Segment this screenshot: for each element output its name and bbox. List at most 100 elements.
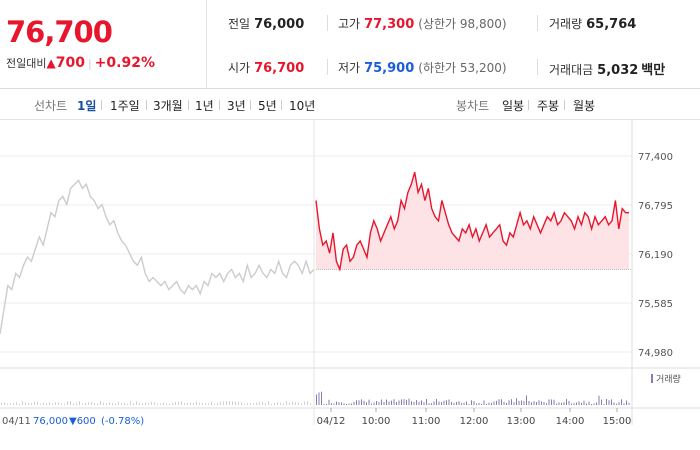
period-3y[interactable]: 3년 [227, 99, 246, 113]
volume-bar [438, 401, 440, 405]
volume-bar [10, 403, 11, 405]
volume-bar [196, 401, 197, 405]
volume-bar [190, 402, 191, 405]
volume-bar [178, 402, 179, 405]
volume-bar [518, 400, 520, 405]
volume-bar [286, 401, 287, 405]
volume-bar [583, 400, 585, 405]
x-tick-label: 14:00 [556, 416, 585, 427]
volume-bar [471, 400, 472, 405]
volume-bar [163, 402, 164, 405]
today-area-fill [316, 172, 629, 270]
open-value: 76,700 [254, 61, 305, 76]
volume-bar [94, 403, 95, 405]
volume-bar [521, 400, 522, 405]
price-summary: 76,700 전일대비▲700 | +0.92% [0, 0, 207, 88]
volume-bar [205, 403, 206, 405]
volume-bar [376, 401, 377, 405]
volume-bar [571, 403, 572, 405]
volume-bar [478, 402, 480, 405]
prev-day-date: 04/11 [2, 416, 31, 427]
x-tick-label: 11:00 [412, 416, 441, 427]
up-triangle-icon: ▲ [46, 56, 56, 70]
volume-bar [127, 403, 128, 405]
volume-bar [76, 402, 77, 405]
volume-bar [37, 402, 38, 405]
period-5y[interactable]: 5년 [258, 99, 277, 113]
volume-bar [433, 401, 435, 405]
volume-bar [358, 400, 360, 405]
volume-bar [307, 401, 308, 405]
volume-bar [551, 399, 552, 405]
volume-bar [403, 399, 405, 405]
period-10y[interactable]: 10년 [289, 99, 316, 113]
volume-bar [88, 402, 89, 405]
volume-bar [428, 403, 430, 405]
volume-bar [79, 401, 80, 405]
volume-bar [223, 401, 224, 405]
candle-weekly[interactable]: 주봉 [537, 99, 560, 113]
today-series-line [315, 172, 629, 272]
volume-bar [139, 402, 140, 405]
volume-bar [373, 402, 375, 405]
volume-bar [381, 399, 382, 405]
volume-bar [421, 400, 422, 405]
volume-bar [106, 403, 107, 405]
volume-bar [181, 401, 182, 405]
volume-bar [581, 402, 582, 405]
volume-bar [280, 402, 281, 405]
period-3m[interactable]: 3개월 [153, 99, 183, 113]
y-tick-label: 75,585 [638, 299, 673, 310]
volume-bar [361, 399, 362, 405]
period-1y[interactable]: 1년 [195, 99, 214, 113]
volume-bar [109, 402, 110, 405]
volume-bar [19, 403, 20, 405]
volume-bar [232, 401, 233, 405]
x-tick-label: 15:00 [603, 416, 632, 427]
period-1d[interactable]: 1일 [77, 99, 97, 113]
volume-bar [292, 401, 293, 405]
chart-toolbar: 선차트 1일 1주일 3개월 1년 3년 5년 10년 봉차트 일봉 주봉 월봉 [0, 89, 700, 120]
period-1w[interactable]: 1주일 [110, 99, 140, 113]
volume-bar [601, 399, 602, 405]
volume-bar [184, 403, 185, 405]
volume-bar [463, 402, 465, 405]
volume-bar [341, 402, 342, 405]
volume-bar [363, 400, 365, 405]
change-pct: +0.92% [94, 55, 155, 71]
volume-bar [274, 402, 275, 405]
candle-monthly[interactable]: 월봉 [573, 99, 596, 113]
volume-bar [513, 402, 515, 405]
volume-bar [67, 401, 68, 405]
volume-bar [451, 402, 452, 405]
volume-bar [538, 400, 540, 405]
volume-bar [393, 399, 395, 405]
volume-bar [603, 404, 605, 405]
volume-bar [121, 402, 122, 405]
volume-bar [418, 401, 420, 405]
volume-bar [391, 400, 392, 405]
volume-bar [256, 402, 257, 405]
volume-bar [91, 401, 92, 405]
volume-bar [626, 400, 627, 405]
volume-bar [488, 402, 490, 405]
high-value: 77,300 [364, 17, 415, 32]
open-cell: 시가 76,700 [228, 59, 304, 76]
x-tick-label: 12:00 [460, 416, 489, 427]
volume-bar [103, 402, 104, 405]
volume-bar [503, 401, 505, 405]
volume-bar [250, 402, 251, 405]
volume-bar [211, 401, 212, 405]
volume-bar [511, 399, 512, 405]
volume-bar [346, 404, 347, 405]
volume-bar [4, 402, 5, 405]
volume-bar [271, 403, 272, 405]
volume-bar [166, 403, 167, 405]
volume-bar [481, 403, 482, 405]
open-label: 시가 [228, 61, 251, 75]
volume-bar [268, 401, 269, 405]
x-tick-label: 04/12 [317, 416, 346, 427]
volume-value: 65,764 [586, 17, 637, 32]
candle-daily[interactable]: 일봉 [502, 99, 525, 113]
volume-bar [493, 401, 495, 405]
